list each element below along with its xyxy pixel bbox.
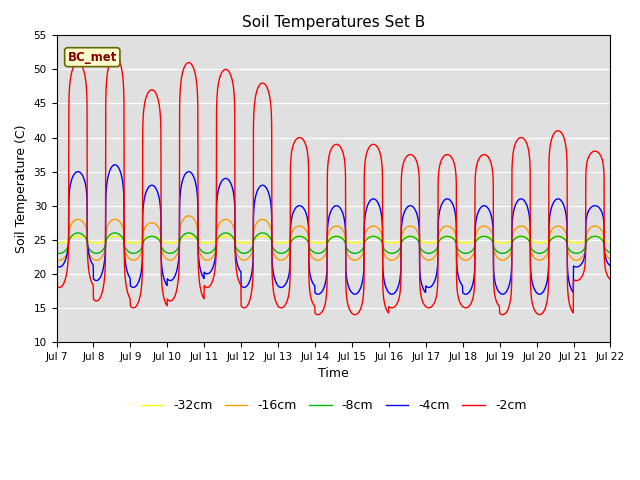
- -8cm: [362, 238, 370, 243]
- -2cm: [573, 277, 581, 283]
- -32cm: [606, 240, 614, 246]
- Line: -4cm: -4cm: [56, 165, 610, 294]
- -8cm: [573, 251, 581, 256]
- -4cm: [362, 209, 370, 215]
- Text: BC_met: BC_met: [68, 51, 117, 64]
- -2cm: [362, 154, 370, 160]
- -8cm: [74, 230, 82, 236]
- Y-axis label: Soil Temperature (C): Soil Temperature (C): [15, 124, 28, 253]
- -4cm: [558, 198, 566, 204]
- Legend: -32cm, -16cm, -8cm, -4cm, -2cm: -32cm, -16cm, -8cm, -4cm, -2cm: [136, 394, 531, 417]
- -2cm: [52, 283, 60, 288]
- -2cm: [606, 276, 614, 282]
- -4cm: [495, 288, 502, 294]
- -16cm: [573, 257, 581, 263]
- X-axis label: Time: Time: [318, 367, 349, 380]
- Line: -2cm: -2cm: [56, 56, 610, 315]
- -16cm: [362, 229, 370, 235]
- -2cm: [495, 302, 502, 308]
- -4cm: [52, 263, 60, 268]
- -2cm: [350, 312, 358, 317]
- -8cm: [558, 234, 566, 240]
- -16cm: [277, 257, 285, 263]
- -2cm: [314, 312, 322, 318]
- -2cm: [207, 281, 215, 287]
- -8cm: [130, 251, 138, 256]
- -2cm: [111, 53, 119, 59]
- -32cm: [573, 240, 581, 246]
- -32cm: [52, 240, 60, 246]
- -32cm: [74, 233, 82, 239]
- -16cm: [52, 256, 60, 262]
- Line: -32cm: -32cm: [56, 236, 610, 243]
- -2cm: [558, 130, 566, 136]
- -4cm: [606, 263, 614, 269]
- -8cm: [495, 250, 502, 255]
- -4cm: [350, 291, 358, 297]
- -32cm: [207, 240, 215, 245]
- -8cm: [606, 250, 614, 255]
- -8cm: [350, 251, 358, 256]
- -8cm: [52, 250, 60, 255]
- -4cm: [573, 264, 581, 270]
- -16cm: [558, 224, 566, 230]
- -32cm: [558, 234, 566, 240]
- -16cm: [350, 257, 358, 263]
- Line: -8cm: -8cm: [56, 233, 610, 253]
- -16cm: [185, 213, 193, 219]
- -32cm: [362, 235, 370, 241]
- -4cm: [207, 268, 215, 274]
- -16cm: [606, 256, 614, 262]
- -32cm: [495, 240, 502, 245]
- Title: Soil Temperatures Set B: Soil Temperatures Set B: [242, 15, 425, 30]
- -32cm: [56, 240, 63, 246]
- -4cm: [314, 291, 322, 297]
- Line: -16cm: -16cm: [56, 216, 610, 260]
- -16cm: [207, 256, 215, 262]
- -16cm: [495, 256, 502, 262]
- -32cm: [350, 240, 358, 246]
- -4cm: [111, 162, 119, 168]
- -8cm: [207, 249, 215, 255]
